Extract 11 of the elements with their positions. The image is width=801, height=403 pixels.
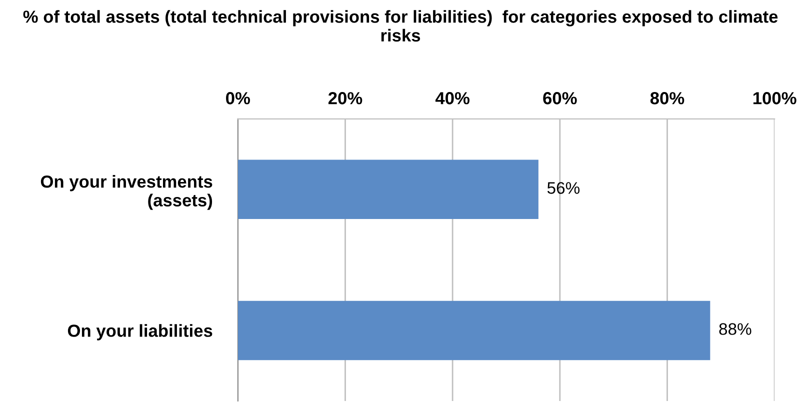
x-tick-label: 100% <box>753 92 796 104</box>
x-tick-label: 20% <box>328 92 362 104</box>
x-tick-label: 60% <box>543 92 577 104</box>
data-label: 88% <box>719 323 752 335</box>
y-tick-label: On your liabilities <box>68 324 212 340</box>
x-tick-label: 40% <box>435 92 470 104</box>
data-label: 56% <box>547 182 580 194</box>
chart-title: % of total assets (total technical provisions for liabilities) for categories exposed to climate risks <box>23 10 778 42</box>
y-tick-label: On your investments (assets) <box>40 175 212 210</box>
x-tick-label: 80% <box>650 92 684 104</box>
x-tick-label: 0% <box>226 92 250 104</box>
